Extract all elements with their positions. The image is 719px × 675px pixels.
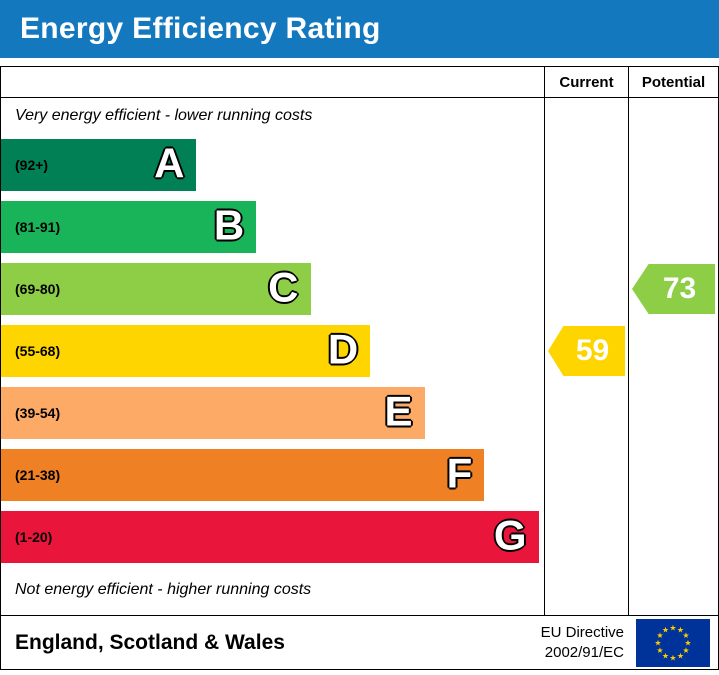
eu-directive-line2: 2002/91/EC [544,643,624,661]
current-rating-indicator: 59 [548,326,625,376]
band-g: (1-20) G [1,511,539,563]
potential-rating-indicator: 73 [632,264,715,314]
band-letter: E [384,387,413,435]
potential-column: 73 [628,98,718,615]
eu-directive-line1: EU Directive [540,624,624,641]
bottom-note: Not energy efficient - higher running co… [15,581,312,598]
band-a: (92+) A [1,139,197,191]
band-range: (69-80) [15,281,61,297]
svg-text:★: ★ [677,625,684,634]
band-letter: F [446,449,473,497]
region-label: England, Scotland & Wales [15,630,285,654]
band-c: (69-80) C [1,263,311,315]
svg-text:★: ★ [677,651,684,660]
potential-rating-value: 73 [662,272,697,305]
band-range: (55-68) [15,343,61,359]
svg-text:★: ★ [669,623,676,632]
band-range: (1-20) [15,529,53,545]
current-column-header: Current [544,67,628,97]
band-e: (39-54) E [1,387,425,439]
footer: England, Scotland & Wales EU Directive 2… [1,616,718,669]
eu-flag-icon: ★ ★ ★ ★ ★ ★ ★ ★ ★ ★ ★ ★ [636,618,710,667]
svg-text:★: ★ [669,653,676,662]
svg-text:★: ★ [656,646,663,655]
band-letter: D [327,325,359,373]
bands: (92+) A (81-91) B (69-80) C (55-68) D (39-54) E (2… [1,134,544,568]
svg-text:★: ★ [682,631,689,640]
svg-text:★: ★ [656,631,663,640]
potential-column-header: Potential [628,67,718,97]
band-range: (39-54) [15,405,61,421]
svg-text:★: ★ [654,638,661,647]
ratings-column-header [1,67,544,97]
chart-body: Very energy efficient - lower running co… [1,98,718,616]
svg-text:★: ★ [682,646,689,655]
band-letter: A [154,139,185,187]
svg-text:★: ★ [662,625,669,634]
top-note: Very energy efficient - lower running co… [15,107,313,124]
band-d: (55-68) D [1,325,371,377]
band-range: (81-91) [15,219,61,235]
band-f: (21-38) F [1,449,485,501]
band-letter: C [268,263,299,311]
svg-text:★: ★ [684,638,691,647]
band-b: (81-91) B [1,201,257,253]
current-column: 59 [544,98,628,615]
page-title: Energy Efficiency Rating [20,12,381,45]
bands-column: Very energy efficient - lower running co… [1,98,544,615]
svg-text:★: ★ [662,651,669,660]
epc-chart: Current Potential Very energy efficient … [0,66,719,670]
band-range: (92+) [15,157,49,173]
chart-header-row: Current Potential [1,67,718,98]
eu-directive-label: EU Directive 2002/91/EC [541,623,624,662]
title-bar: Energy Efficiency Rating [0,0,719,58]
current-rating-value: 59 [575,334,610,367]
band-letter: G [493,511,527,559]
band-letter: B [213,201,245,249]
band-range: (21-38) [15,467,61,483]
